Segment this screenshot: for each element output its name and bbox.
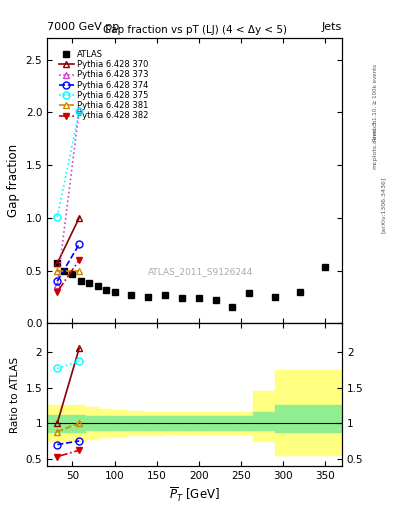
ATLAS <box>62 268 66 274</box>
Pythia 6.428 373 <box>77 107 81 113</box>
ATLAS <box>104 287 108 293</box>
ATLAS <box>146 294 151 300</box>
ATLAS <box>196 295 201 301</box>
ATLAS <box>163 292 167 298</box>
X-axis label: $\overline{P}_{T}$ [GeV]: $\overline{P}_{T}$ [GeV] <box>169 486 220 504</box>
Line: Pythia 6.428 375: Pythia 6.428 375 <box>54 108 83 220</box>
Pythia 6.428 374 <box>55 278 60 284</box>
Text: [arXiv:1306.3436]: [arXiv:1306.3436] <box>381 177 386 233</box>
ATLAS <box>79 278 83 284</box>
ATLAS <box>112 289 117 295</box>
Title: Gap fraction vs pT (LJ) (4 < Δy < 5): Gap fraction vs pT (LJ) (4 < Δy < 5) <box>103 25 286 35</box>
Text: Jets: Jets <box>321 22 342 32</box>
Pythia 6.428 370 <box>55 260 60 266</box>
Line: Pythia 6.428 373: Pythia 6.428 373 <box>54 106 83 289</box>
ATLAS <box>55 260 60 266</box>
ATLAS <box>247 290 252 296</box>
Pythia 6.428 370 <box>77 215 81 221</box>
Text: ATLAS_2011_S9126244: ATLAS_2011_S9126244 <box>148 268 253 276</box>
ATLAS <box>230 304 235 310</box>
Text: Rivet 3.1.10, ≥ 100k events: Rivet 3.1.10, ≥ 100k events <box>373 64 378 141</box>
Pythia 6.428 381 <box>55 268 60 274</box>
Pythia 6.428 382 <box>77 257 81 263</box>
ATLAS <box>213 297 218 303</box>
ATLAS <box>272 294 277 300</box>
Pythia 6.428 382 <box>55 289 60 295</box>
ATLAS <box>95 284 100 290</box>
Pythia 6.428 375 <box>55 214 60 220</box>
Line: Pythia 6.428 382: Pythia 6.428 382 <box>54 257 83 295</box>
Text: 7000 GeV pp: 7000 GeV pp <box>47 22 119 32</box>
Legend: ATLAS, Pythia 6.428 370, Pythia 6.428 373, Pythia 6.428 374, Pythia 6.428 375, P: ATLAS, Pythia 6.428 370, Pythia 6.428 37… <box>57 48 151 122</box>
Pythia 6.428 374 <box>77 241 81 247</box>
Line: Pythia 6.428 374: Pythia 6.428 374 <box>54 241 83 285</box>
Text: mcplots.cern.ch: mcplots.cern.ch <box>373 118 378 168</box>
ATLAS <box>70 271 75 277</box>
Y-axis label: Ratio to ATLAS: Ratio to ATLAS <box>10 356 20 433</box>
Pythia 6.428 375 <box>77 108 81 114</box>
Y-axis label: Gap fraction: Gap fraction <box>7 144 20 218</box>
Pythia 6.428 373 <box>55 282 60 288</box>
ATLAS <box>129 292 134 298</box>
Line: Pythia 6.428 381: Pythia 6.428 381 <box>54 267 83 274</box>
Line: Pythia 6.428 370: Pythia 6.428 370 <box>54 215 83 267</box>
ATLAS <box>298 289 302 295</box>
ATLAS <box>87 280 92 286</box>
Pythia 6.428 381 <box>77 268 81 274</box>
Line: ATLAS: ATLAS <box>54 260 328 310</box>
ATLAS <box>180 295 184 301</box>
ATLAS <box>323 264 327 270</box>
